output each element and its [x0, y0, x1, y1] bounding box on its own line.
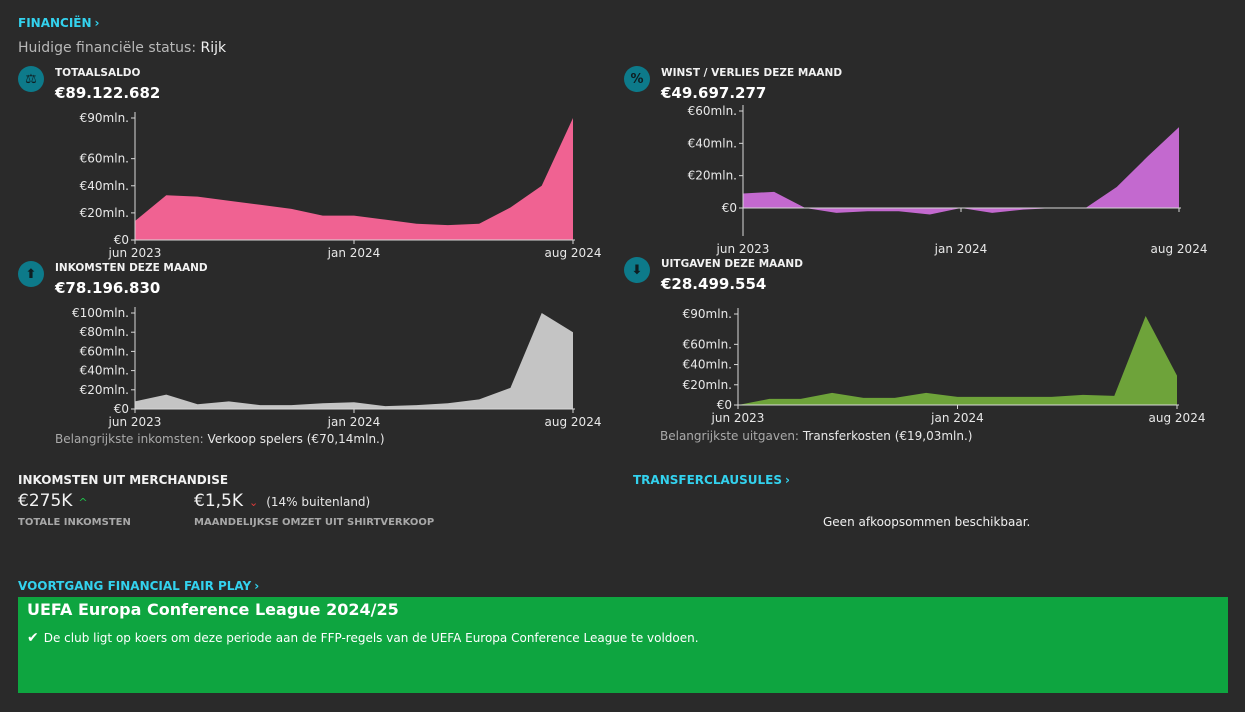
expenses-chart: €0 €20mln. €40mln. €60mln. €90mln. jun 2023 ja… [683, 307, 1206, 425]
expenses-x-tick-label: aug 2024 [1149, 411, 1206, 425]
balance-panel: ⚖ TOTAALSALDO €89.122.682 €0 €20mln. €40ml… [18, 66, 618, 266]
income-y-tick-label: €80mln. [80, 325, 129, 339]
profit-chart: €0 €20mln. €40mln. €60mln. jun 2023 jan 2024 a… [688, 104, 1208, 256]
merchandise-shirt-caption: MAANDELIJKSE OMZET UIT SHIRTVERKOOP [194, 517, 435, 528]
profit-x-tick-label: aug 2024 [1151, 242, 1208, 256]
checkmark-icon: ✔ [27, 630, 39, 646]
expenses-y-tick-label: €0 [717, 398, 732, 412]
arrow-up-icon: ⬆ [18, 261, 44, 287]
profit-title: WINST / VERLIES DEZE MAAND [661, 67, 843, 79]
balance-y-tick-label: €60mln. [80, 152, 129, 166]
merchandise-total: €275K ^ [18, 491, 88, 511]
balance-x-tick-label: jan 2024 [327, 246, 381, 260]
trend-up-icon: ^ [78, 496, 88, 509]
merchandise-shirt-value: €1,5K [194, 491, 243, 511]
income-y-tick-label: €20mln. [80, 383, 129, 397]
chevron-right-icon: › [785, 473, 790, 487]
balance-y-tick-label: €40mln. [80, 179, 129, 193]
profit-panel: % WINST / VERLIES DEZE MAAND €49.697.277… [624, 66, 1224, 256]
income-title: INKOMSTEN DEZE MAAND [55, 262, 208, 274]
balance-y-tick-label: €90mln. [80, 111, 129, 125]
no-clauses-text: Geen afkoopsommen beschikbaar. [823, 515, 1031, 529]
income-value: €78.196.830 [55, 279, 161, 297]
balance-area [135, 118, 573, 240]
balance-scale-icon: ⚖ [18, 66, 44, 92]
trend-down-icon: ⌄ [249, 496, 259, 509]
income-y-tick-label: €40mln. [80, 364, 129, 378]
balance-x-tick-label: aug 2024 [545, 246, 602, 260]
merchandise-shirt-note: (14% buitenland) [266, 495, 371, 509]
balance-chart: €0 €20mln. €40mln. €60mln. €90mln. jun 2023 ja… [80, 111, 602, 260]
expenses-x-tick-label: jun 2023 [711, 411, 765, 425]
balance-title: TOTAALSALDO [55, 67, 141, 79]
expenses-note: Belangrijkste uitgaven: Transferkosten (… [660, 429, 972, 443]
expenses-y-tick-label: €90mln. [683, 307, 732, 321]
expenses-panel: ⬇ UITGAVEN DEZE MAAND €28.499.554 €0 €20m… [624, 257, 1224, 427]
expenses-note-label: Belangrijkste uitgaven: [660, 429, 799, 443]
income-note: Belangrijkste inkomsten: Verkoop spelers… [55, 432, 385, 446]
expenses-y-tick-label: €60mln. [683, 337, 732, 351]
income-area [135, 313, 573, 409]
expenses-title: UITGAVEN DEZE MAAND [661, 258, 803, 270]
income-y-tick-label: €0 [114, 402, 129, 416]
expenses-value: €28.499.554 [661, 275, 767, 293]
ffp-status-box: UEFA Europa Conference League 2024/25 ✔ D… [18, 597, 1228, 693]
income-note-value: Verkoop spelers (€70,14mln.) [207, 432, 385, 446]
expenses-x-tick-label: jan 2024 [930, 411, 984, 425]
transfer-clauses-link[interactable]: TRANSFERCLAUSULES › [633, 473, 790, 487]
merchandise-shirt: €1,5K ⌄ (14% buitenland) [194, 491, 370, 511]
profit-area [743, 127, 1179, 215]
ffp-message-row: ✔ De club ligt op koers om deze periode a… [27, 630, 699, 646]
balance-y-tick-label: €0 [114, 233, 129, 247]
income-chart: €0 €20mln. €40mln. €60mln. €80mln. €100mln. ju… [72, 306, 602, 429]
balance-value: €89.122.682 [55, 84, 161, 102]
profit-y-tick-label: €20mln. [688, 169, 737, 183]
percent-icon: % [624, 66, 650, 92]
profit-y-tick-label: €40mln. [688, 136, 737, 150]
income-x-tick-label: aug 2024 [545, 415, 602, 429]
income-x-tick-label: jun 2023 [108, 415, 162, 429]
finances-link[interactable]: FINANCIËN › [18, 16, 100, 30]
status-label: Huidige financiële status: [18, 40, 197, 56]
expenses-area [738, 316, 1177, 405]
income-panel: ⬆ INKOMSTEN DEZE MAAND €78.196.830 €0 €20… [18, 261, 618, 431]
merchandise-title: INKOMSTEN UIT MERCHANDISE [18, 473, 229, 487]
arrow-down-icon: ⬇ [624, 257, 650, 283]
ffp-link-label: VOORTGANG FINANCIAL FAIR PLAY [18, 579, 252, 593]
profit-x-tick-label: jun 2023 [716, 242, 770, 256]
income-y-tick-label: €60mln. [80, 344, 129, 358]
financial-status: Huidige financiële status: Rijk [18, 40, 226, 56]
profit-value: €49.697.277 [661, 84, 767, 102]
balance-y-tick-label: €20mln. [80, 206, 129, 220]
expenses-y-tick-label: €40mln. [683, 358, 732, 372]
income-y-tick-label: €100mln. [72, 306, 129, 320]
merchandise-total-value: €275K [18, 491, 73, 511]
ffp-competition: UEFA Europa Conference League 2024/25 [27, 600, 399, 619]
income-x-tick-label: jan 2024 [327, 415, 381, 429]
profit-y-tick-label: €0 [722, 201, 737, 215]
profit-x-tick-label: jan 2024 [934, 242, 988, 256]
profit-y-tick-label: €60mln. [688, 104, 737, 118]
expenses-y-tick-label: €20mln. [683, 378, 732, 392]
expenses-note-value: Transferkosten (€19,03mln.) [802, 429, 973, 443]
status-value: Rijk [200, 40, 227, 56]
ffp-message: De club ligt op koers om deze periode aa… [43, 631, 699, 645]
finances-link-label: FINANCIËN [18, 16, 92, 30]
transfer-clauses-label: TRANSFERCLAUSULES [633, 473, 783, 487]
income-note-label: Belangrijkste inkomsten: [55, 432, 204, 446]
chevron-right-icon: › [94, 16, 100, 30]
ffp-link[interactable]: VOORTGANG FINANCIAL FAIR PLAY › [18, 579, 259, 593]
balance-x-tick-label: jun 2023 [108, 246, 162, 260]
chevron-right-icon: › [254, 579, 260, 593]
merchandise-total-caption: TOTALE INKOMSTEN [18, 517, 131, 528]
